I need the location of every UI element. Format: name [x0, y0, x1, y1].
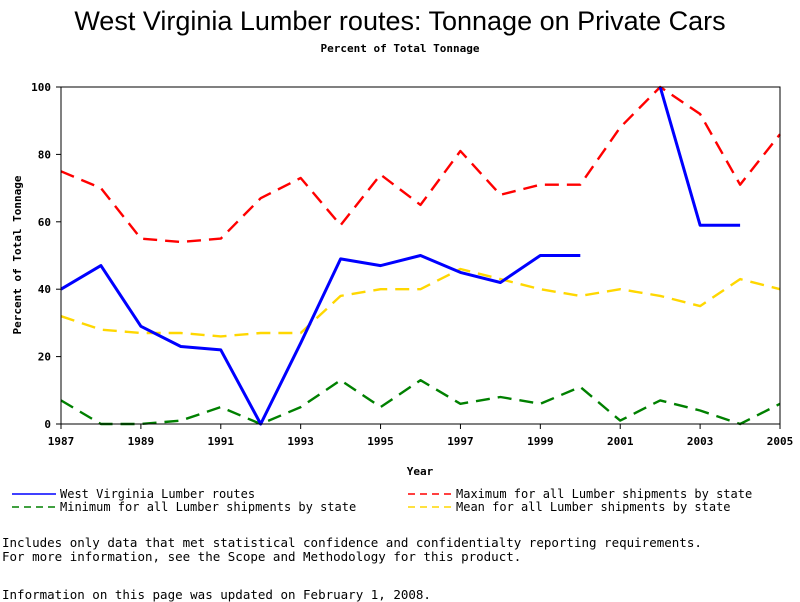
- legend-label-mean: Mean for all Lumber shipments by state: [456, 500, 731, 514]
- x-axis-title: Year: [407, 465, 434, 478]
- series-line-maximum-lumber: [60, 85, 781, 244]
- legend-swatch-max: [408, 493, 452, 495]
- y-tick-label: 80: [38, 148, 51, 161]
- legend-label-max: Maximum for all Lumber shipments by stat…: [456, 487, 753, 501]
- y-tick-label: 60: [38, 216, 51, 229]
- y-axis-title: Percent of Total Tonnage: [11, 175, 24, 334]
- chart-title: West Virginia Lumber routes: Tonnage on …: [74, 6, 726, 36]
- series-layer: [60, 85, 781, 426]
- y-tick-label: 20: [38, 351, 51, 364]
- x-tick-label: 2001: [607, 435, 634, 448]
- legend-swatch-wv: [12, 493, 56, 495]
- x-tick-label: 1995: [367, 435, 394, 448]
- legend-label-min: Minimum for all Lumber shipments by stat…: [60, 500, 357, 514]
- legend-item-min: Minimum for all Lumber shipments by stat…: [12, 500, 356, 514]
- series-line-west-virginia-lumber-routes: [60, 86, 741, 426]
- x-tick-label: 1997: [447, 435, 474, 448]
- x-tick-label: 1987: [48, 435, 75, 448]
- y-tick-label: 40: [38, 283, 51, 296]
- x-tick-label: 1991: [208, 435, 235, 448]
- legend-item-wv: West Virginia Lumber routes: [12, 487, 255, 501]
- line-chart: 1987 1989 1991 1993 1995 1997 1999 2001 2003 2005…: [11, 81, 794, 478]
- y-axis: 0 20 40 60 80 100: [31, 81, 61, 431]
- x-tick-label: 2005: [767, 435, 794, 448]
- x-tick-label: 1993: [287, 435, 314, 448]
- legend-item-mean: Mean for all Lumber shipments by state: [408, 500, 731, 514]
- series-line-minimum-lumber: [60, 379, 781, 426]
- x-tick-label: 1999: [527, 435, 554, 448]
- x-axis: 1987 1989 1991 1993 1995 1997 1999 2001 2003 2005: [48, 424, 794, 448]
- y-tick-label: 0: [44, 418, 51, 431]
- plot-frame: [60, 86, 781, 425]
- x-tick-label: 1989: [128, 435, 155, 448]
- legend-swatch-mean: [408, 506, 452, 508]
- legend-swatch-min: [12, 506, 56, 508]
- x-tick-label: 2003: [687, 435, 714, 448]
- y-tick-label: 100: [31, 81, 51, 94]
- chart-subtitle: Percent of Total Tonnage: [320, 42, 480, 55]
- legend-label-wv: West Virginia Lumber routes: [60, 487, 256, 501]
- legend-item-max: Maximum for all Lumber shipments by stat…: [408, 487, 752, 501]
- footnote-methodology: For more information, see the Scope and …: [2, 549, 522, 564]
- series-line-mean-lumber: [60, 267, 781, 338]
- footnote-update-date: Information on this page was updated on …: [2, 587, 431, 602]
- footnote-confidentiality: Includes only data that met statistical …: [2, 535, 702, 550]
